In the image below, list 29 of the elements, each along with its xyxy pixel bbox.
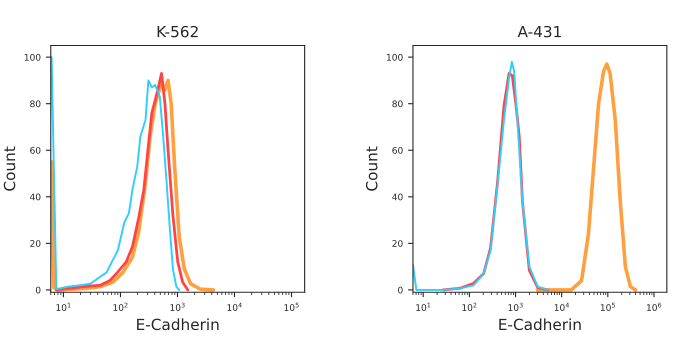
x-tick-label: 10$^{2}$ — [113, 302, 128, 311]
y-tick-label: 40 — [392, 194, 403, 200]
y-tick-label: 100 — [24, 54, 40, 61]
x-axis-title: E-Cadherin — [137, 318, 219, 330]
y-tick-label: 100 — [387, 54, 403, 61]
x-tick-label: 10$^{3}$ — [170, 302, 185, 311]
y-axis-title: Count — [4, 146, 16, 191]
x-tick-label: 10$^{5}$ — [284, 302, 299, 311]
y-tick-label: 20 — [30, 240, 40, 247]
y-tick-label: 60 — [392, 146, 403, 154]
x-tick-label: 10$^{1}$ — [56, 302, 70, 311]
x-tick-label: 10$^{5}$ — [600, 302, 615, 311]
y-tick-label: 40 — [30, 194, 40, 200]
x-tick-label: 10$^{4}$ — [228, 302, 242, 311]
x-tick-label: 10$^{6}$ — [647, 302, 662, 311]
y-tick-label: 20 — [392, 240, 403, 247]
y-tick-label: 80 — [392, 100, 403, 108]
chart-title: A-431 — [518, 26, 561, 38]
x-tick-label: 10$^{1}$ — [416, 302, 430, 311]
y-tick-label: 60 — [30, 146, 40, 154]
y-tick-label: 0 — [36, 286, 40, 294]
y-axis-title: Count — [366, 146, 378, 191]
x-tick-label: 10$^{2}$ — [462, 302, 476, 311]
x-axis-title: E-Cadherin — [499, 318, 581, 330]
chart-title: K-562 — [158, 26, 198, 38]
x-tick-label: 10$^{4}$ — [554, 302, 569, 311]
y-tick-label: 80 — [30, 100, 40, 108]
x-tick-label: 10$^{3}$ — [508, 302, 523, 311]
y-tick-label: 0 — [398, 286, 403, 294]
